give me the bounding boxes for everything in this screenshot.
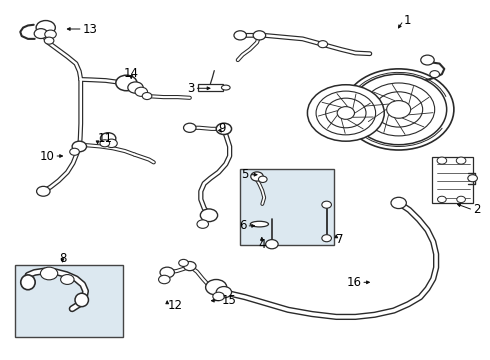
Circle shape (438, 196, 446, 203)
Circle shape (206, 279, 227, 295)
Circle shape (184, 123, 196, 132)
Circle shape (430, 71, 440, 78)
Text: 13: 13 (83, 23, 98, 36)
Ellipse shape (221, 85, 230, 90)
Circle shape (100, 140, 110, 147)
Circle shape (437, 157, 447, 164)
Circle shape (200, 209, 218, 222)
Circle shape (70, 148, 79, 155)
Circle shape (37, 186, 50, 196)
Circle shape (135, 87, 147, 96)
Circle shape (34, 29, 48, 39)
Circle shape (159, 275, 170, 284)
Text: 1: 1 (403, 14, 411, 27)
Circle shape (456, 157, 466, 164)
Bar (198, 84, 223, 91)
Circle shape (160, 267, 174, 278)
Circle shape (387, 101, 411, 118)
Circle shape (318, 41, 328, 48)
Circle shape (100, 133, 116, 144)
Text: 2: 2 (473, 203, 481, 216)
Ellipse shape (250, 221, 269, 227)
Circle shape (326, 98, 366, 128)
Circle shape (421, 55, 434, 65)
Circle shape (351, 74, 447, 145)
Circle shape (41, 267, 58, 280)
Circle shape (216, 287, 232, 298)
Text: 15: 15 (222, 294, 237, 307)
Circle shape (391, 197, 406, 208)
Ellipse shape (21, 275, 35, 290)
Circle shape (61, 275, 74, 284)
Text: 12: 12 (167, 300, 182, 312)
Circle shape (253, 31, 266, 40)
Circle shape (258, 176, 267, 183)
Circle shape (184, 261, 196, 271)
Text: 8: 8 (59, 252, 66, 265)
Circle shape (322, 235, 331, 242)
Circle shape (142, 93, 152, 100)
Circle shape (375, 92, 423, 127)
Text: 10: 10 (40, 149, 54, 162)
Circle shape (234, 31, 246, 40)
Circle shape (457, 196, 465, 203)
Text: 6: 6 (239, 219, 246, 232)
Circle shape (307, 85, 384, 141)
Circle shape (45, 30, 56, 39)
Circle shape (216, 123, 232, 135)
Circle shape (213, 292, 224, 301)
Circle shape (468, 175, 477, 182)
Circle shape (266, 240, 278, 249)
Circle shape (36, 21, 55, 35)
Ellipse shape (75, 293, 89, 307)
Circle shape (44, 37, 54, 44)
Circle shape (251, 172, 263, 181)
Text: 14: 14 (123, 67, 139, 80)
Circle shape (363, 83, 435, 136)
Text: 4: 4 (258, 238, 266, 251)
Bar (240, 170, 334, 245)
Text: 5: 5 (242, 168, 249, 181)
Circle shape (197, 220, 209, 228)
Circle shape (72, 141, 87, 152)
Circle shape (116, 75, 137, 91)
Circle shape (337, 107, 354, 119)
Circle shape (179, 259, 188, 266)
Circle shape (316, 91, 376, 135)
Bar (15, 265, 122, 337)
Circle shape (128, 82, 143, 93)
Circle shape (322, 201, 331, 208)
Bar (432, 157, 473, 203)
Circle shape (106, 139, 117, 148)
Text: 3: 3 (187, 82, 195, 95)
Text: 11: 11 (98, 132, 113, 145)
Text: 16: 16 (346, 276, 361, 289)
Text: 9: 9 (219, 122, 226, 135)
Text: 7: 7 (336, 234, 344, 247)
